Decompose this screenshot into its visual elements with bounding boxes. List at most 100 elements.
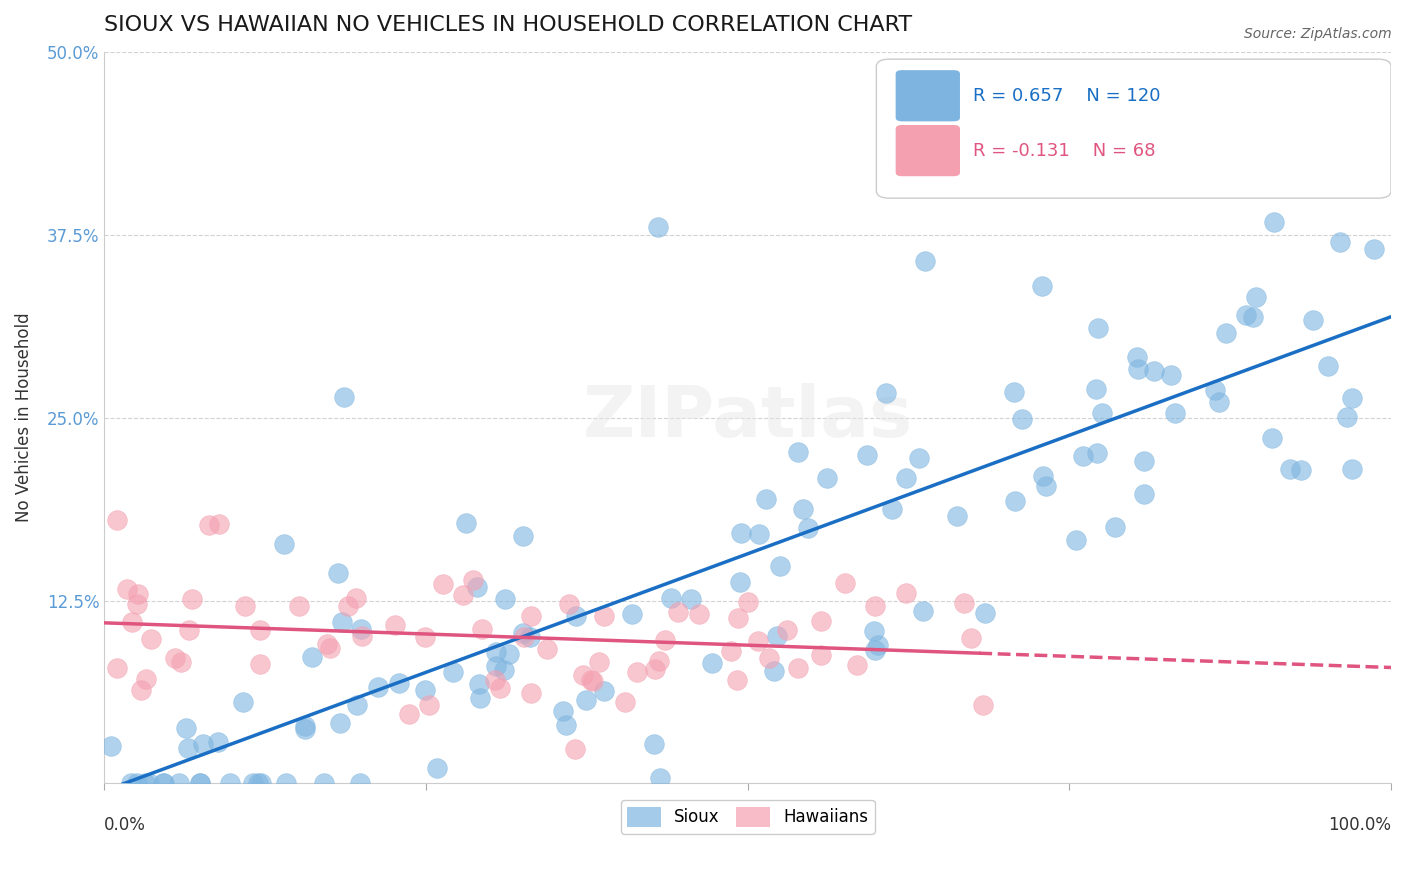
Point xyxy=(494,592,516,607)
Point xyxy=(453,588,475,602)
Point xyxy=(426,761,449,775)
Point xyxy=(484,673,506,687)
Point xyxy=(1215,326,1237,341)
Point xyxy=(776,623,799,637)
Point xyxy=(443,665,465,679)
Point xyxy=(1133,454,1156,468)
Point xyxy=(273,537,295,551)
Point xyxy=(454,516,477,530)
Point xyxy=(328,566,350,580)
Point xyxy=(352,629,374,643)
Point xyxy=(170,655,193,669)
Point xyxy=(219,776,242,790)
Point xyxy=(1002,384,1025,399)
Point xyxy=(688,607,710,621)
Point xyxy=(494,664,516,678)
Point xyxy=(207,735,229,749)
Point xyxy=(681,591,703,606)
Point xyxy=(134,776,156,790)
Point xyxy=(333,390,356,404)
Text: R = 0.657    N = 120: R = 0.657 N = 120 xyxy=(973,87,1160,104)
Point xyxy=(1011,411,1033,425)
Point xyxy=(100,739,122,753)
Point xyxy=(564,741,586,756)
Point xyxy=(912,604,935,618)
Point xyxy=(346,698,368,713)
Point xyxy=(519,630,541,644)
Point xyxy=(274,776,297,790)
Point xyxy=(650,771,672,785)
Point xyxy=(174,721,197,735)
Point xyxy=(797,521,820,535)
Point xyxy=(737,595,759,609)
Point xyxy=(896,471,918,485)
Point xyxy=(461,573,484,587)
Point xyxy=(520,686,543,700)
Point xyxy=(725,673,748,687)
Point xyxy=(1035,479,1057,493)
Point xyxy=(105,513,128,527)
Point xyxy=(250,776,273,790)
Point xyxy=(668,605,690,619)
Point xyxy=(1329,235,1351,249)
Point xyxy=(138,776,160,790)
Text: 100.0%: 100.0% xyxy=(1329,816,1391,834)
Point xyxy=(512,626,534,640)
Point xyxy=(588,655,610,669)
Point xyxy=(592,609,614,624)
Point xyxy=(748,527,770,541)
Point xyxy=(875,385,897,400)
Point xyxy=(648,654,671,668)
Point xyxy=(1085,445,1108,459)
Point xyxy=(398,707,420,722)
Point xyxy=(621,607,644,622)
Point xyxy=(249,623,271,637)
Point xyxy=(316,637,339,651)
Point xyxy=(181,591,204,606)
Point xyxy=(330,615,353,629)
Point xyxy=(768,559,790,574)
Point xyxy=(1279,461,1302,475)
Point xyxy=(654,632,676,647)
Point xyxy=(863,643,886,657)
Point xyxy=(1091,406,1114,420)
Point xyxy=(512,529,534,543)
Point xyxy=(810,614,832,628)
Point xyxy=(880,502,903,516)
Point xyxy=(973,606,995,620)
Point xyxy=(643,737,665,751)
Point xyxy=(972,698,994,713)
Point xyxy=(1315,137,1337,152)
Point xyxy=(758,651,780,665)
Point xyxy=(512,630,534,644)
Point xyxy=(1302,313,1324,327)
Point xyxy=(349,776,371,790)
Point xyxy=(247,776,270,790)
Point xyxy=(1066,533,1088,547)
Point xyxy=(1263,215,1285,229)
Point xyxy=(834,575,856,590)
Point xyxy=(786,661,808,675)
Point xyxy=(863,599,886,613)
Point xyxy=(485,645,508,659)
Point xyxy=(1087,321,1109,335)
Point xyxy=(152,776,174,790)
Point xyxy=(418,698,440,713)
Point xyxy=(188,776,211,790)
Point xyxy=(177,623,200,637)
Point xyxy=(125,598,148,612)
Point xyxy=(1289,463,1312,477)
Point xyxy=(329,715,352,730)
Point xyxy=(1336,409,1358,424)
Point xyxy=(470,691,492,706)
Point xyxy=(1362,242,1385,256)
Point xyxy=(914,253,936,268)
Point xyxy=(471,622,494,636)
Point xyxy=(208,516,231,531)
Point xyxy=(700,656,723,670)
Point xyxy=(388,676,411,690)
Point xyxy=(367,681,389,695)
Point xyxy=(488,681,510,695)
Point xyxy=(1160,368,1182,382)
Point xyxy=(960,632,983,646)
